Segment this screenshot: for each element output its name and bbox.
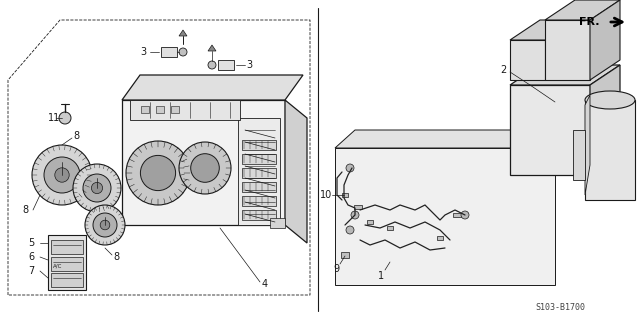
Polygon shape	[238, 118, 280, 225]
Circle shape	[346, 226, 354, 234]
Polygon shape	[437, 236, 443, 240]
Text: 11: 11	[48, 113, 60, 123]
Circle shape	[126, 141, 190, 205]
Polygon shape	[122, 100, 285, 225]
Circle shape	[44, 157, 80, 193]
Text: 3: 3	[246, 60, 252, 70]
Circle shape	[191, 154, 220, 182]
Text: 8: 8	[73, 131, 79, 141]
Polygon shape	[141, 106, 149, 113]
Polygon shape	[510, 85, 590, 175]
Polygon shape	[367, 220, 373, 224]
Circle shape	[208, 61, 216, 69]
Text: 8: 8	[22, 205, 28, 215]
Polygon shape	[242, 196, 276, 206]
Circle shape	[140, 155, 175, 190]
Polygon shape	[341, 252, 349, 258]
Polygon shape	[510, 65, 620, 85]
Text: 5: 5	[28, 238, 35, 248]
Text: 7: 7	[28, 266, 35, 276]
Polygon shape	[161, 47, 177, 57]
Polygon shape	[510, 20, 575, 40]
Polygon shape	[51, 240, 83, 254]
Circle shape	[73, 164, 121, 212]
Text: 1: 1	[378, 271, 384, 281]
Polygon shape	[156, 106, 164, 113]
Text: 9: 9	[333, 264, 339, 274]
Polygon shape	[242, 182, 276, 192]
Polygon shape	[122, 75, 303, 100]
Circle shape	[346, 164, 354, 172]
Polygon shape	[585, 95, 590, 195]
Circle shape	[93, 213, 117, 237]
Circle shape	[179, 142, 231, 194]
Text: 6: 6	[28, 252, 34, 262]
Polygon shape	[354, 205, 362, 209]
Circle shape	[179, 48, 187, 56]
Polygon shape	[387, 226, 393, 230]
Text: 8: 8	[113, 252, 119, 262]
Text: 3: 3	[140, 47, 146, 57]
Polygon shape	[48, 235, 86, 290]
Polygon shape	[342, 193, 348, 197]
Polygon shape	[545, 0, 620, 20]
Polygon shape	[208, 45, 216, 51]
Circle shape	[100, 220, 110, 230]
Polygon shape	[590, 65, 620, 175]
Circle shape	[85, 205, 125, 245]
Polygon shape	[285, 100, 307, 243]
Polygon shape	[453, 213, 461, 217]
Text: A/C: A/C	[53, 263, 62, 269]
Circle shape	[351, 211, 359, 219]
Polygon shape	[242, 210, 276, 220]
Text: 4: 4	[262, 279, 268, 289]
Circle shape	[59, 112, 71, 124]
Text: 10: 10	[320, 190, 332, 200]
Polygon shape	[51, 257, 83, 271]
Polygon shape	[545, 20, 590, 80]
Text: FR.: FR.	[579, 17, 600, 27]
Polygon shape	[242, 154, 276, 164]
Polygon shape	[242, 140, 276, 150]
Polygon shape	[130, 100, 240, 120]
Polygon shape	[270, 218, 285, 228]
Text: 2: 2	[500, 65, 506, 75]
Circle shape	[461, 211, 469, 219]
Polygon shape	[335, 148, 555, 285]
Text: S103-B1700: S103-B1700	[535, 302, 585, 311]
Circle shape	[92, 182, 102, 194]
Polygon shape	[242, 168, 276, 178]
Circle shape	[32, 145, 92, 205]
Polygon shape	[179, 30, 187, 36]
Circle shape	[55, 168, 69, 182]
Polygon shape	[510, 40, 545, 80]
Polygon shape	[218, 60, 234, 70]
Circle shape	[83, 174, 111, 202]
Polygon shape	[335, 130, 575, 148]
Polygon shape	[590, 0, 620, 80]
Polygon shape	[51, 273, 83, 287]
Polygon shape	[573, 130, 585, 180]
Ellipse shape	[585, 91, 635, 109]
Polygon shape	[585, 100, 635, 200]
Polygon shape	[171, 106, 179, 113]
